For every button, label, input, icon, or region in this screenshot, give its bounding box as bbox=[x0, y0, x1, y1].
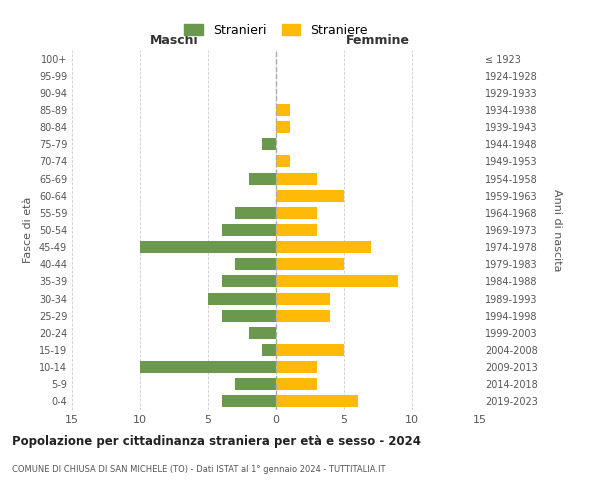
Bar bbox=[276, 190, 344, 202]
Bar bbox=[221, 276, 276, 287]
Bar bbox=[208, 292, 276, 304]
Bar bbox=[140, 361, 276, 373]
Bar bbox=[140, 241, 276, 253]
Text: COMUNE DI CHIUSA DI SAN MICHELE (TO) - Dati ISTAT al 1° gennaio 2024 - TUTTITALI: COMUNE DI CHIUSA DI SAN MICHELE (TO) - D… bbox=[12, 465, 386, 474]
Bar bbox=[276, 361, 317, 373]
Y-axis label: Fasce di età: Fasce di età bbox=[23, 197, 33, 263]
Y-axis label: Anni di nascita: Anni di nascita bbox=[551, 188, 562, 271]
Bar bbox=[221, 396, 276, 407]
Bar bbox=[235, 207, 276, 219]
Bar bbox=[276, 276, 398, 287]
Bar bbox=[249, 327, 276, 339]
Bar bbox=[276, 310, 331, 322]
Bar bbox=[249, 172, 276, 184]
Bar bbox=[276, 344, 344, 356]
Bar bbox=[276, 292, 331, 304]
Bar bbox=[276, 224, 317, 236]
Bar bbox=[262, 344, 276, 356]
Bar bbox=[276, 378, 317, 390]
Text: Maschi: Maschi bbox=[149, 34, 199, 46]
Bar bbox=[235, 378, 276, 390]
Text: Femmine: Femmine bbox=[346, 34, 410, 46]
Legend: Stranieri, Straniere: Stranieri, Straniere bbox=[179, 18, 373, 42]
Bar bbox=[276, 258, 344, 270]
Bar bbox=[276, 104, 290, 116]
Text: Popolazione per cittadinanza straniera per età e sesso - 2024: Popolazione per cittadinanza straniera p… bbox=[12, 435, 421, 448]
Bar bbox=[276, 396, 358, 407]
Bar bbox=[262, 138, 276, 150]
Bar bbox=[235, 258, 276, 270]
Bar bbox=[276, 207, 317, 219]
Bar bbox=[276, 241, 371, 253]
Bar bbox=[276, 172, 317, 184]
Bar bbox=[276, 121, 290, 133]
Bar bbox=[221, 224, 276, 236]
Bar bbox=[221, 310, 276, 322]
Bar bbox=[276, 156, 290, 168]
